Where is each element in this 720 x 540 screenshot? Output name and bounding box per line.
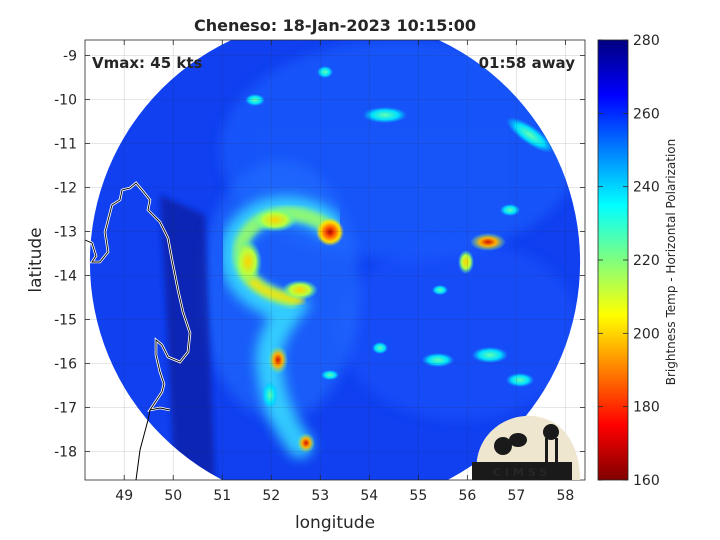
water-tower-leg [545,438,548,464]
y-tick-label: -17 [54,400,77,416]
scattered-cell [245,94,265,106]
y-tick-label: -9 [63,48,77,64]
x-tick-label: 54 [360,488,378,504]
satellite-dish [509,433,527,447]
satellite-dish [494,437,512,455]
coastline-black [85,182,191,411]
colorbar-tick-label: 260 [633,106,660,122]
x-tick-label: 50 [164,488,182,504]
x-tick-label: 56 [458,488,476,504]
scattered-cell [321,370,339,380]
scattered-cell [500,204,520,216]
scattered-cell [317,66,333,78]
northeast-band [506,117,554,153]
y-tick-label: -18 [54,444,77,460]
rainband-blob [234,240,262,284]
y-axis-ticks: -9 -10 -11 -12 -13 -14 -15 -16 -17 -18 [54,48,585,460]
x-tick-label: 55 [409,488,427,504]
north-cell [363,107,407,123]
eyewall-core [316,218,344,246]
colorbar-tick-label: 160 [633,473,660,489]
east-convection [422,353,454,367]
scattered-cell [372,342,388,354]
water-tower-leg [555,438,558,464]
east-convection [472,347,508,363]
band-cell [262,381,278,409]
y-tick-label: -10 [54,92,77,108]
band-cell [297,433,315,453]
swath-image [89,40,581,480]
colorbar-tick-label: 200 [633,326,660,342]
x-tick-label: 49 [115,488,133,504]
rainband-blob [253,208,297,232]
colorbar-tick-label: 180 [633,400,660,416]
east-convection [506,373,534,387]
y-tick-label: -16 [54,356,77,372]
colorbar-ticks: 160 180 200 220 240 260 280 [598,33,660,489]
y-tick-label: -13 [54,224,77,240]
colorbar-label: Brightness Temp - Horizontal Polarizatio… [664,139,678,386]
y-tick-label: -14 [54,268,77,284]
coastline-land [135,409,151,480]
cimss-logo: CIMSS [472,415,580,480]
colorbar-tick-label: 220 [633,253,660,269]
y-axis-label: latitude [26,227,46,292]
coastline [85,181,192,480]
colorbar-tick-label: 240 [633,180,660,196]
y-tick-label: -11 [54,136,77,152]
rainband-blob [282,280,318,300]
time-away-annotation: 01:58 away [479,54,576,72]
scattered-cell [432,285,448,295]
axes-box [84,39,586,481]
vmax-annotation: Vmax: 45 kts [92,54,202,72]
x-axis-ticks: 49 50 51 52 53 54 55 56 57 58 [115,40,574,504]
east-convection [470,233,506,251]
x-axis-label: longitude [295,513,375,533]
cimss-logo-band [472,462,572,480]
colorbar-tick-label: 280 [633,33,660,49]
x-tick-label: 53 [311,488,329,504]
chart-title: Cheneso: 18-Jan-2023 10:15:00 [194,16,476,35]
water-tower-tank [543,424,559,440]
band-cell [268,346,288,374]
y-tick-label: -15 [54,312,77,328]
x-tick-label: 58 [556,488,574,504]
x-tick-label: 51 [213,488,231,504]
x-tick-label: 52 [262,488,280,504]
y-tick-label: -12 [54,180,77,196]
east-convection [458,250,474,274]
x-tick-label: 57 [507,488,525,504]
cimss-logo-text: CIMSS [493,466,551,479]
